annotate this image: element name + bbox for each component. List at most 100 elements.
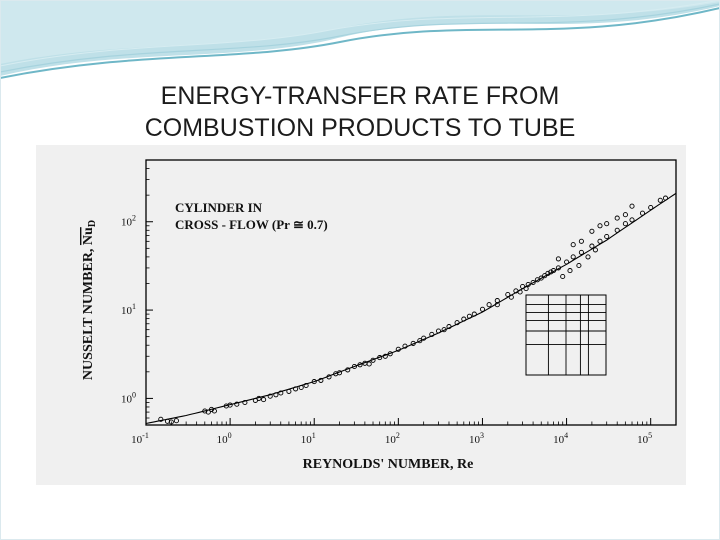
data-point [548, 269, 554, 275]
y-axis-label-subscript: D [87, 220, 98, 227]
data-point [357, 362, 363, 368]
data-point [345, 367, 351, 373]
data-point [525, 281, 531, 288]
data-point [629, 203, 635, 209]
header-wave-line-2 [0, 3, 720, 73]
header-wave-line-3 [0, 0, 720, 67]
data-point [614, 215, 620, 221]
y-tick-label-0: 100 [121, 390, 136, 405]
data-point [267, 393, 273, 399]
data-point [629, 217, 635, 223]
data-point [578, 238, 584, 244]
data-point [508, 294, 514, 300]
data-point [421, 335, 427, 341]
data-point [614, 227, 620, 233]
data-point [578, 249, 584, 255]
slide-title-line-2: COMBUSTION PRODUCTS TO TUBE [144, 114, 576, 142]
data-point [227, 402, 233, 408]
data-point [286, 388, 292, 394]
data-point [648, 204, 654, 211]
data-point [234, 401, 240, 407]
data-point [597, 223, 603, 229]
data-point [168, 419, 174, 425]
data-point [402, 343, 408, 349]
x-tick-label-4: 103 [469, 431, 484, 446]
data-point [326, 374, 332, 380]
data-point [382, 353, 388, 359]
data-point [370, 357, 376, 363]
x-tick-label-6: 105 [637, 431, 652, 446]
data-point [410, 340, 416, 346]
data-point [242, 399, 248, 406]
data-point [592, 247, 598, 253]
data-point [622, 221, 628, 227]
data-point [256, 395, 262, 401]
chart-svg: 10-1 100 101 102 103 104 105 100 101 102 CYLINDER… [81, 159, 677, 472]
data-point [505, 291, 511, 298]
data-point [662, 195, 669, 201]
data-point [461, 316, 467, 322]
y-axis-label: NUSSELT NUMBER, NuD [81, 220, 98, 380]
data-point [311, 379, 317, 385]
x-tick-label-2: 101 [301, 431, 316, 446]
data-point [494, 302, 500, 308]
x-axis-label: REYNOLDS' NUMBER, Re [303, 457, 474, 472]
ticks-layer: 10-1 100 101 102 103 104 105 100 101 102 [121, 159, 677, 446]
annotation-line-1: CYLINDER IN [175, 200, 263, 215]
data-point [555, 265, 561, 271]
data-point [639, 210, 646, 216]
data-point [567, 268, 573, 274]
inset-grid [525, 294, 607, 376]
y-axis-label-text: NUSSELT NUMBER, [81, 245, 96, 380]
data-point [486, 302, 492, 308]
svg-text:NUSSELT NUMBER, NuD: NUSSELT NUMBER, NuD [81, 220, 98, 380]
data-point [158, 416, 164, 422]
data-point [446, 324, 452, 330]
y-tick-label-1: 101 [121, 302, 136, 317]
x-tick-label-3: 102 [385, 431, 400, 446]
data-point [555, 256, 561, 262]
data-point [550, 268, 557, 274]
data-point [298, 384, 304, 391]
data-point [261, 397, 267, 403]
data-point [273, 392, 279, 398]
data-point [366, 361, 372, 367]
data-point [211, 408, 217, 414]
data-point [429, 331, 435, 337]
data-point [542, 273, 548, 279]
data-point [417, 338, 423, 344]
data-point [336, 370, 343, 376]
data-point [441, 327, 447, 333]
x-tick-label-0: 10-1 [131, 431, 149, 446]
fit-curve-layer [145, 192, 677, 425]
data-point [471, 311, 477, 317]
header-wave-accent [0, 0, 720, 64]
data-point [387, 351, 393, 357]
data-point [622, 212, 628, 218]
data-point [589, 228, 595, 234]
data-point [570, 242, 576, 248]
data-point [530, 279, 536, 286]
plot-frame [145, 159, 677, 426]
data-point [466, 313, 472, 319]
data-point [657, 197, 663, 203]
data-point [517, 289, 523, 295]
data-point [293, 386, 299, 392]
data-point [564, 259, 570, 265]
data-point [205, 409, 211, 415]
slide-title: ENERGY-TRANSFER RATE FROM COMBUSTION PRO… [0, 80, 720, 144]
data-point [318, 377, 324, 383]
data-point [479, 306, 486, 312]
data-point [576, 262, 582, 269]
data-point [494, 298, 500, 304]
data-point [604, 221, 610, 227]
data-point [395, 346, 401, 352]
annotation-line-2: CROSS - FLOW (Pr ≅ 0.7) [175, 217, 328, 232]
data-point [351, 363, 357, 370]
data-point [454, 320, 460, 326]
data-point [589, 243, 595, 249]
data-point [303, 382, 309, 389]
data-point [523, 286, 529, 292]
slide-title-line-1: ENERGY-TRANSFER RATE FROM [160, 82, 560, 110]
y-tick-label-2: 102 [121, 214, 136, 229]
